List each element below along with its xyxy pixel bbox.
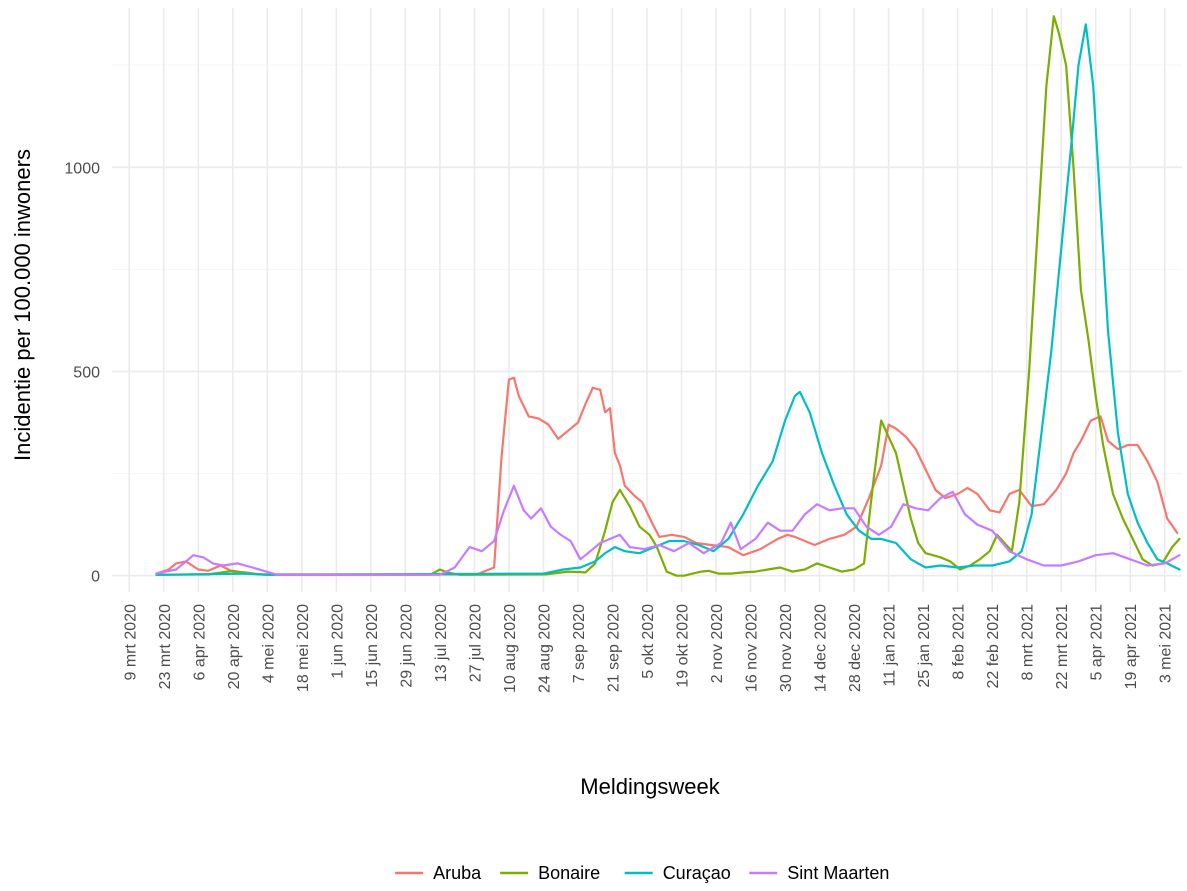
- x-tick-label: 7 sep 2020: [571, 604, 588, 683]
- y-tick-label: 500: [73, 364, 100, 381]
- x-tick-label: 2 nov 2020: [709, 604, 726, 683]
- legend-label-sint-maarten: Sint Maarten: [787, 863, 889, 883]
- x-tick-label: 14 dec 2020: [813, 604, 830, 692]
- x-tick-label: 8 feb 2021: [951, 604, 968, 680]
- legend-label-bonaire: Bonaire: [538, 863, 600, 883]
- x-tick-label: 30 nov 2020: [778, 604, 795, 692]
- x-tick-label: 27 jul 2020: [467, 604, 484, 682]
- plot-lines: [155, 15, 1181, 577]
- x-tick-label: 10 aug 2020: [502, 604, 519, 693]
- y-tick-label: 1000: [64, 160, 100, 177]
- legend-label-cura-ao: Curaçao: [663, 863, 731, 883]
- x-tick-label: 4 mei 2020: [260, 604, 277, 683]
- x-tick-label: 18 mei 2020: [295, 604, 312, 692]
- x-tick-label: 3 mei 2021: [1158, 604, 1175, 683]
- y-axis-ticks: 0 500 1000: [64, 160, 100, 585]
- x-axis-ticks: 9 mrt 2020 23 mrt 2020 6 apr 2020 20 apr 20…: [122, 604, 1174, 693]
- legend: Aruba Bonaire Curaçao Sint Maarten: [395, 863, 889, 883]
- x-tick-label: 25 jan 2021: [916, 604, 933, 688]
- series-line-cura-ao: [155, 23, 1181, 576]
- x-tick-label: 21 sep 2020: [605, 604, 622, 692]
- grid: [112, 8, 1182, 592]
- x-tick-label: 24 aug 2020: [536, 604, 553, 693]
- x-tick-label: 6 apr 2020: [191, 604, 208, 681]
- legend-label-aruba: Aruba: [433, 863, 482, 883]
- series-line-sint-maarten: [155, 484, 1181, 576]
- x-tick-label: 29 jun 2020: [398, 604, 415, 688]
- y-axis-title: Incidentie per 100.000 inwoners: [10, 149, 35, 461]
- x-tick-label: 16 nov 2020: [744, 604, 761, 692]
- x-tick-label: 13 jul 2020: [433, 604, 450, 682]
- x-tick-label: 5 okt 2020: [640, 604, 657, 679]
- x-tick-label: 19 okt 2020: [675, 604, 692, 688]
- series-line-bonaire: [155, 15, 1181, 577]
- x-tick-label: 22 feb 2021: [985, 604, 1002, 689]
- x-tick-label: 23 mrt 2020: [157, 604, 174, 689]
- x-tick-label: 11 jan 2021: [882, 604, 899, 687]
- x-tick-label: 5 apr 2021: [1089, 604, 1106, 681]
- x-tick-label: 9 mrt 2020: [122, 604, 139, 681]
- x-tick-label: 1 jun 2020: [329, 604, 346, 679]
- x-tick-label: 22 mrt 2021: [1054, 604, 1071, 689]
- y-tick-label: 0: [91, 569, 100, 586]
- x-tick-label: 28 dec 2020: [847, 604, 864, 692]
- series-line-aruba: [155, 376, 1179, 576]
- x-tick-label: 19 apr 2021: [1123, 604, 1140, 690]
- x-tick-label: 8 mrt 2021: [1020, 604, 1037, 681]
- x-axis-title: Meldingsweek: [580, 774, 720, 799]
- x-tick-label: 15 jun 2020: [364, 604, 381, 688]
- x-tick-label: 20 apr 2020: [226, 604, 243, 690]
